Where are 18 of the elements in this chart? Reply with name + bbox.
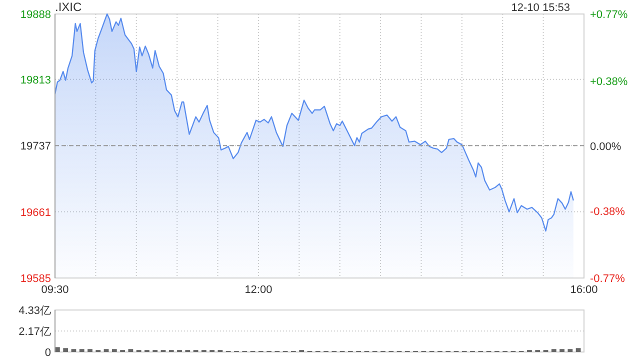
chart-subtitle: 12-10 15:53 <box>511 2 570 14</box>
y-tick-label: 19585 <box>20 273 51 285</box>
x-tick-label: 12:00 <box>244 284 272 296</box>
y2-tick-label: -0.38% <box>590 206 626 218</box>
y-tick-label: 4.33亿 <box>18 305 51 317</box>
y-tick-label: 19737 <box>20 140 51 153</box>
y2-tick-label: -0.77% <box>590 273 626 285</box>
y-tick-label: 0 <box>44 347 51 359</box>
y-tick-label: 19888 <box>20 9 51 21</box>
y2-tick-label: 0.00% <box>590 141 622 153</box>
y-tick-label: 19813 <box>20 74 51 86</box>
y2-tick-label: +0.77% <box>590 9 628 21</box>
x-tick-label: 16:00 <box>570 284 598 296</box>
y-tick-label: 2.17亿 <box>18 326 51 338</box>
x-tick-label: 09:30 <box>41 284 69 296</box>
y-tick-label: 19661 <box>20 206 51 219</box>
y2-tick-label: +0.38% <box>590 76 628 88</box>
chart-title: .IXIC <box>55 0 82 14</box>
